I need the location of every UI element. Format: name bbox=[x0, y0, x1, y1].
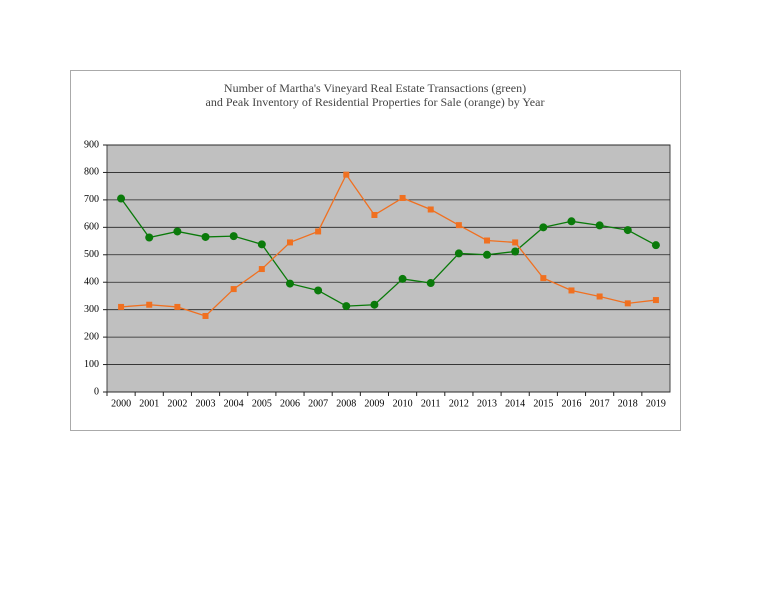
x-tick-label: 2018 bbox=[618, 398, 638, 409]
point bbox=[484, 237, 491, 244]
point bbox=[426, 279, 435, 288]
x-tick-label: 2007 bbox=[308, 398, 328, 409]
x-tick-label: 2008 bbox=[336, 398, 356, 409]
point bbox=[315, 228, 322, 235]
point bbox=[118, 303, 125, 310]
x-tick-label: 2000 bbox=[111, 398, 131, 409]
y-tick-label: 0 bbox=[94, 386, 99, 397]
point bbox=[230, 286, 237, 293]
point bbox=[455, 222, 462, 229]
point bbox=[285, 279, 294, 288]
point bbox=[342, 302, 351, 311]
chart-title: and Peak Inventory of Residential Proper… bbox=[206, 95, 545, 109]
x-tick-label: 2001 bbox=[139, 398, 159, 409]
point bbox=[539, 223, 548, 232]
x-tick-label: 2010 bbox=[393, 398, 413, 409]
point bbox=[286, 239, 293, 246]
y-tick-label: 300 bbox=[84, 304, 99, 315]
point bbox=[596, 293, 603, 300]
y-tick-label: 800 bbox=[84, 167, 99, 178]
point bbox=[201, 232, 210, 241]
point bbox=[370, 300, 379, 309]
point bbox=[258, 266, 265, 273]
point bbox=[398, 274, 407, 283]
point bbox=[427, 206, 434, 213]
point bbox=[540, 275, 547, 282]
point bbox=[257, 240, 266, 249]
y-tick-label: 900 bbox=[84, 139, 99, 150]
point bbox=[568, 287, 575, 294]
point bbox=[651, 241, 660, 250]
x-tick-label: 2009 bbox=[364, 398, 384, 409]
series-line bbox=[120, 198, 657, 307]
point bbox=[174, 303, 181, 310]
y-tick-label: 200 bbox=[84, 331, 99, 342]
point bbox=[483, 250, 492, 259]
y-tick-label: 400 bbox=[84, 277, 99, 288]
point bbox=[652, 297, 659, 304]
y-tick-label: 700 bbox=[84, 194, 99, 205]
point bbox=[202, 312, 209, 319]
x-tick-label: 2016 bbox=[561, 398, 581, 409]
point bbox=[371, 211, 378, 218]
point bbox=[623, 226, 632, 235]
x-tick-label: 2017 bbox=[590, 398, 610, 409]
y-tick-label: 500 bbox=[84, 249, 99, 260]
point bbox=[512, 239, 519, 246]
chart-title: Number of Martha's Vineyard Real Estate … bbox=[224, 81, 526, 95]
point bbox=[117, 194, 126, 203]
point bbox=[145, 233, 154, 242]
point bbox=[229, 232, 238, 241]
point bbox=[624, 300, 631, 307]
plot-area bbox=[106, 144, 671, 393]
point bbox=[314, 286, 323, 295]
point bbox=[595, 221, 604, 230]
y-tick-label: 100 bbox=[84, 359, 99, 370]
x-tick-label: 2006 bbox=[280, 398, 300, 409]
x-tick-label: 2002 bbox=[167, 398, 187, 409]
point bbox=[343, 171, 350, 178]
x-tick-label: 2003 bbox=[196, 398, 216, 409]
x-tick-label: 2011 bbox=[421, 398, 441, 409]
x-tick-label: 2004 bbox=[224, 398, 244, 409]
point bbox=[567, 217, 576, 226]
x-tick-label: 2012 bbox=[449, 398, 469, 409]
point bbox=[146, 301, 153, 308]
x-tick-label: 2015 bbox=[533, 398, 553, 409]
point bbox=[399, 194, 406, 201]
x-tick-label: 2019 bbox=[646, 398, 666, 409]
y-tick-label: 600 bbox=[84, 222, 99, 233]
x-tick-label: 2013 bbox=[477, 398, 497, 409]
point bbox=[173, 227, 182, 236]
series-line bbox=[121, 173, 657, 317]
point bbox=[454, 249, 463, 258]
x-tick-label: 2005 bbox=[252, 398, 272, 409]
x-tick-label: 2014 bbox=[505, 398, 525, 409]
point bbox=[511, 247, 520, 256]
